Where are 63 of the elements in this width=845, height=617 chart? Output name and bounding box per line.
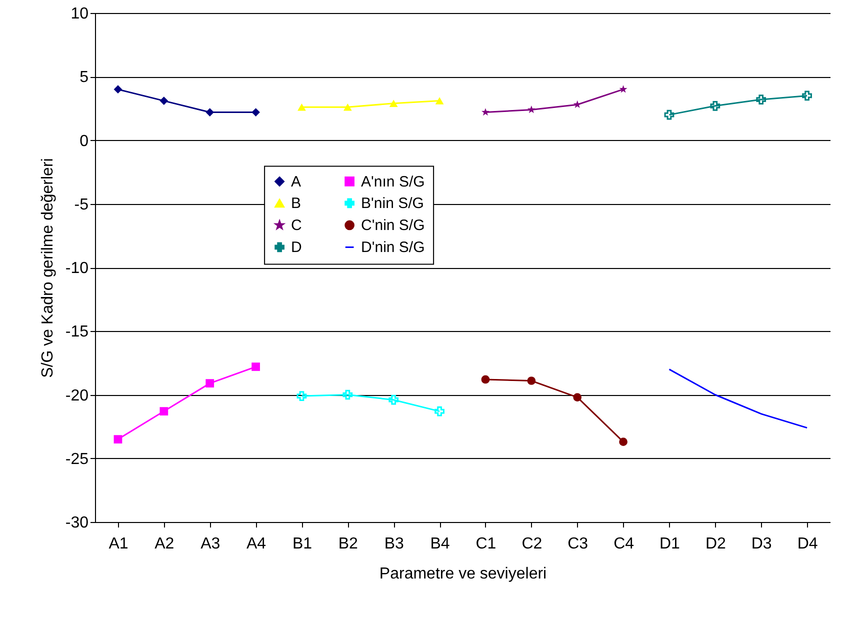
x-tick-label: D3 [751, 536, 772, 552]
point [342, 390, 353, 400]
legend-label: A [291, 173, 302, 190]
x-axis-title: Parametre ve seviyeleri [379, 566, 547, 582]
x-tick-label: C3 [568, 536, 588, 552]
y-tick-label: -25 [65, 450, 89, 468]
point [114, 435, 122, 444]
x-tick-label: C4 [614, 536, 634, 552]
x-tick-label: A4 [246, 536, 266, 552]
x-tick-label: B2 [338, 536, 358, 552]
point [756, 94, 766, 104]
x-tick-label: A1 [108, 536, 128, 552]
x-tick-label: B4 [430, 536, 450, 552]
legend-label: D'nin S/G [361, 239, 425, 256]
point [802, 90, 812, 101]
point [434, 406, 444, 416]
x-tick-label: C1 [476, 536, 496, 552]
legend-label: D [291, 239, 302, 256]
y-tick-label: -10 [65, 260, 89, 277]
x-tick-label: A3 [200, 536, 220, 552]
y-tick-label: -5 [74, 196, 89, 214]
point [619, 85, 628, 93]
point [389, 100, 398, 107]
line-series [668, 368, 808, 429]
x-tick-label: A2 [154, 536, 174, 552]
y-tick-label: -30 [65, 514, 89, 532]
x-tick-label: D2 [705, 536, 726, 552]
point [664, 110, 674, 120]
y-tick-label: -20 [65, 387, 89, 404]
point [114, 85, 122, 94]
x-tick-label: D4 [797, 536, 818, 552]
legend-label: A'nın S/G [361, 173, 425, 190]
point [619, 438, 628, 446]
point [206, 108, 214, 116]
point [388, 394, 399, 405]
legend-label: C [291, 217, 302, 234]
legend-label: B'nin S/G [361, 195, 424, 212]
x-tick-label: D1 [659, 536, 680, 552]
point [710, 100, 720, 111]
point [481, 375, 490, 384]
point [435, 97, 444, 104]
y-tick-label: -15 [65, 324, 89, 341]
point [252, 362, 260, 371]
point [160, 407, 168, 416]
point [160, 96, 168, 105]
point [527, 376, 536, 385]
y-tick-label: 0 [80, 132, 89, 150]
point [527, 106, 536, 114]
y-tick-label: 10 [70, 6, 89, 22]
y-axis-title: S/G ve Kadro gerilme değerleri [39, 158, 56, 378]
point [298, 104, 306, 111]
legend-label: B [291, 195, 302, 212]
point [252, 108, 260, 116]
point [206, 379, 214, 388]
point [343, 104, 352, 111]
x-tick-label: C2 [522, 536, 542, 552]
y-tick-label: 5 [80, 69, 89, 86]
point [296, 391, 307, 401]
legend-label: C'nin S/G [361, 217, 425, 234]
x-tick-label: B3 [384, 536, 404, 552]
point [573, 393, 582, 402]
x-tick-label: B1 [292, 536, 312, 552]
point [481, 108, 490, 116]
